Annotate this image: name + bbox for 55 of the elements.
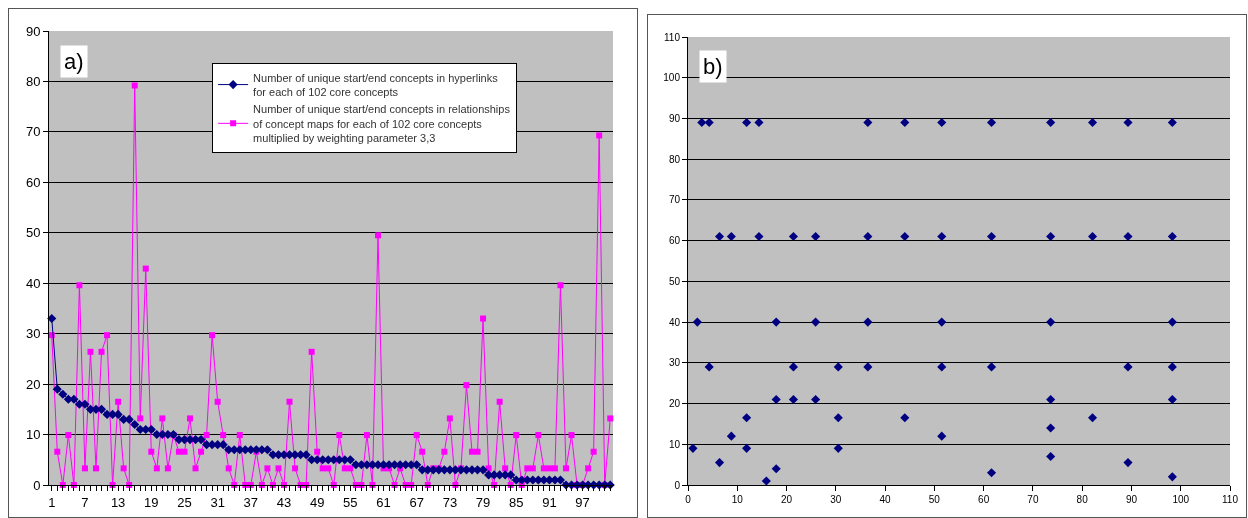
x-tick-label: 0: [685, 494, 692, 505]
y-tick-label: 90: [25, 23, 41, 39]
x-tick-label: 100: [1172, 494, 1190, 505]
x-tick-label: 13: [110, 494, 126, 510]
y-tick-label: 30: [25, 326, 41, 342]
x-tick-label: 73: [442, 494, 458, 510]
text: b): [703, 54, 723, 79]
x-tick-label: 50: [928, 494, 941, 505]
legend-label: Number of unique start/end concepts in hyperlinks for each of 102 core concepts: [253, 71, 499, 99]
y-tick-label: 0: [674, 479, 681, 491]
y-tick-label: 60: [25, 174, 41, 190]
x-tick-label: 97: [575, 494, 590, 510]
x-tick-label: 91: [542, 494, 557, 510]
y-tick-label: 110: [664, 31, 681, 43]
y-tick-label: 80: [668, 153, 681, 165]
x-tick-label: 67: [409, 494, 424, 510]
x-tick-label: 30: [830, 494, 842, 505]
x-tick-label: 20: [780, 494, 793, 505]
x-tick-label: 19: [144, 494, 159, 510]
x-tick-label: 37: [243, 494, 259, 510]
y-tick-label: 70: [668, 194, 681, 206]
x-tick-label: 10: [731, 494, 744, 505]
x-tick-label: 79: [475, 494, 491, 510]
y-tick-label: 20: [668, 398, 681, 410]
x-tick-label: 60: [978, 494, 990, 505]
y-tick-label: 30: [668, 357, 681, 369]
x-tick-label: 90: [1125, 494, 1138, 505]
y-tick-label: 0: [33, 477, 41, 493]
x-tick-label: 31: [210, 494, 225, 510]
x-tick-label: 61: [376, 494, 391, 510]
x-tick-label: 70: [1027, 494, 1039, 505]
y-tick-label: 80: [25, 73, 41, 89]
x-tick-label: 55: [343, 494, 358, 510]
x-tick-label: 49: [309, 494, 325, 510]
x-tick-label: 43: [276, 494, 292, 510]
legend-label: Number of unique start/end concepts in relationships of concept maps for each of 102 core concepts multiplied by weighting parameter 3,3: [253, 103, 511, 144]
y-tick-label: 40: [668, 316, 681, 328]
y-tick-label: 70: [25, 124, 41, 140]
x-tick-label: 85: [509, 494, 524, 510]
y-tick-label: 90: [668, 112, 681, 124]
y-tick-label: 10: [668, 438, 681, 450]
x-tick-label: 40: [879, 494, 892, 505]
y-tick-label: 60: [668, 235, 681, 247]
y-tick-label: 10: [25, 427, 41, 443]
x-tick-label: 80: [1076, 494, 1089, 505]
y-tick-label: 40: [25, 275, 41, 291]
y-tick-label: 50: [668, 275, 681, 287]
y-tick-label: 20: [25, 376, 41, 392]
text: a): [64, 49, 84, 74]
x-tick-label: 1: [48, 494, 56, 510]
y-tick-label: 100: [663, 72, 681, 84]
x-tick-label: 7: [81, 494, 89, 510]
x-tick-label: 25: [177, 494, 192, 510]
x-tick-label: 110: [1222, 494, 1239, 505]
y-tick-label: 50: [25, 225, 41, 241]
